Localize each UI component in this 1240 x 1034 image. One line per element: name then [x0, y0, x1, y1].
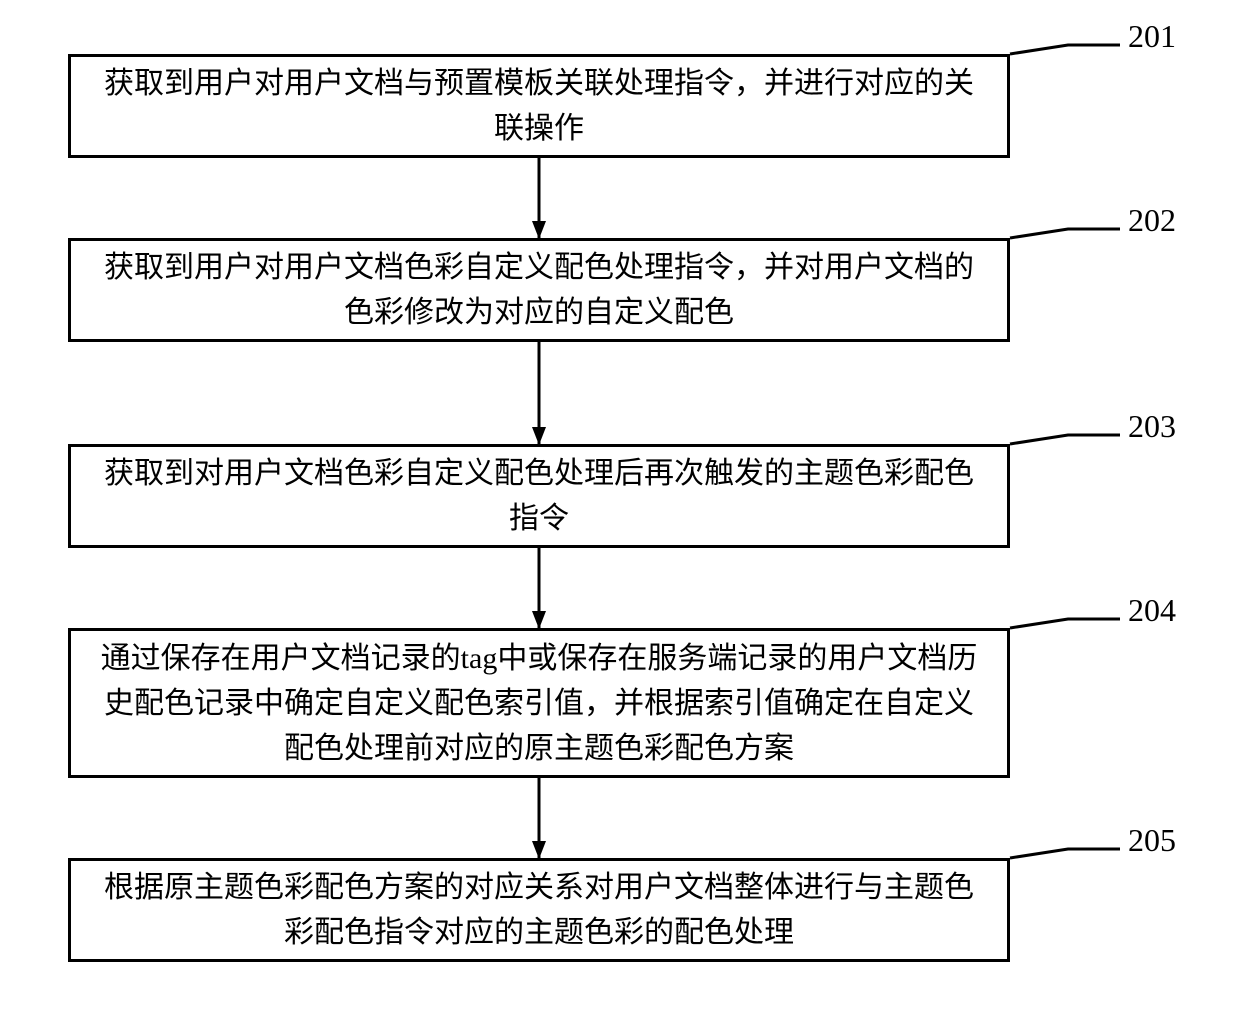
flow-node-3: 获取到对用户文档色彩自定义配色处理后再次触发的主题色彩配色指令 [68, 444, 1010, 548]
flow-node-2: 获取到用户对用户文档色彩自定义配色处理指令，并对用户文档的色彩修改为对应的自定义… [68, 238, 1010, 342]
leader-5 [1010, 849, 1120, 858]
leaders-group [1010, 45, 1120, 858]
flowchart-canvas: 获取到用户对用户文档与预置模板关联处理指令，并进行对应的关联操作 获取到用户对用… [0, 0, 1240, 1034]
leader-2 [1010, 229, 1120, 238]
step-label-201: 201 [1128, 18, 1176, 55]
leader-4 [1010, 619, 1120, 628]
step-label-202: 202 [1128, 202, 1176, 239]
leader-1 [1010, 45, 1120, 54]
flow-node-4: 通过保存在用户文档记录的tag中或保存在服务端记录的用户文档历史配色记录中确定自… [68, 628, 1010, 778]
step-label-205: 205 [1128, 822, 1176, 859]
step-label-204: 204 [1128, 592, 1176, 629]
leader-3 [1010, 435, 1120, 444]
step-label-203: 203 [1128, 408, 1176, 445]
flow-node-5: 根据原主题色彩配色方案的对应关系对用户文档整体进行与主题色彩配色指令对应的主题色… [68, 858, 1010, 962]
flow-node-1: 获取到用户对用户文档与预置模板关联处理指令，并进行对应的关联操作 [68, 54, 1010, 158]
